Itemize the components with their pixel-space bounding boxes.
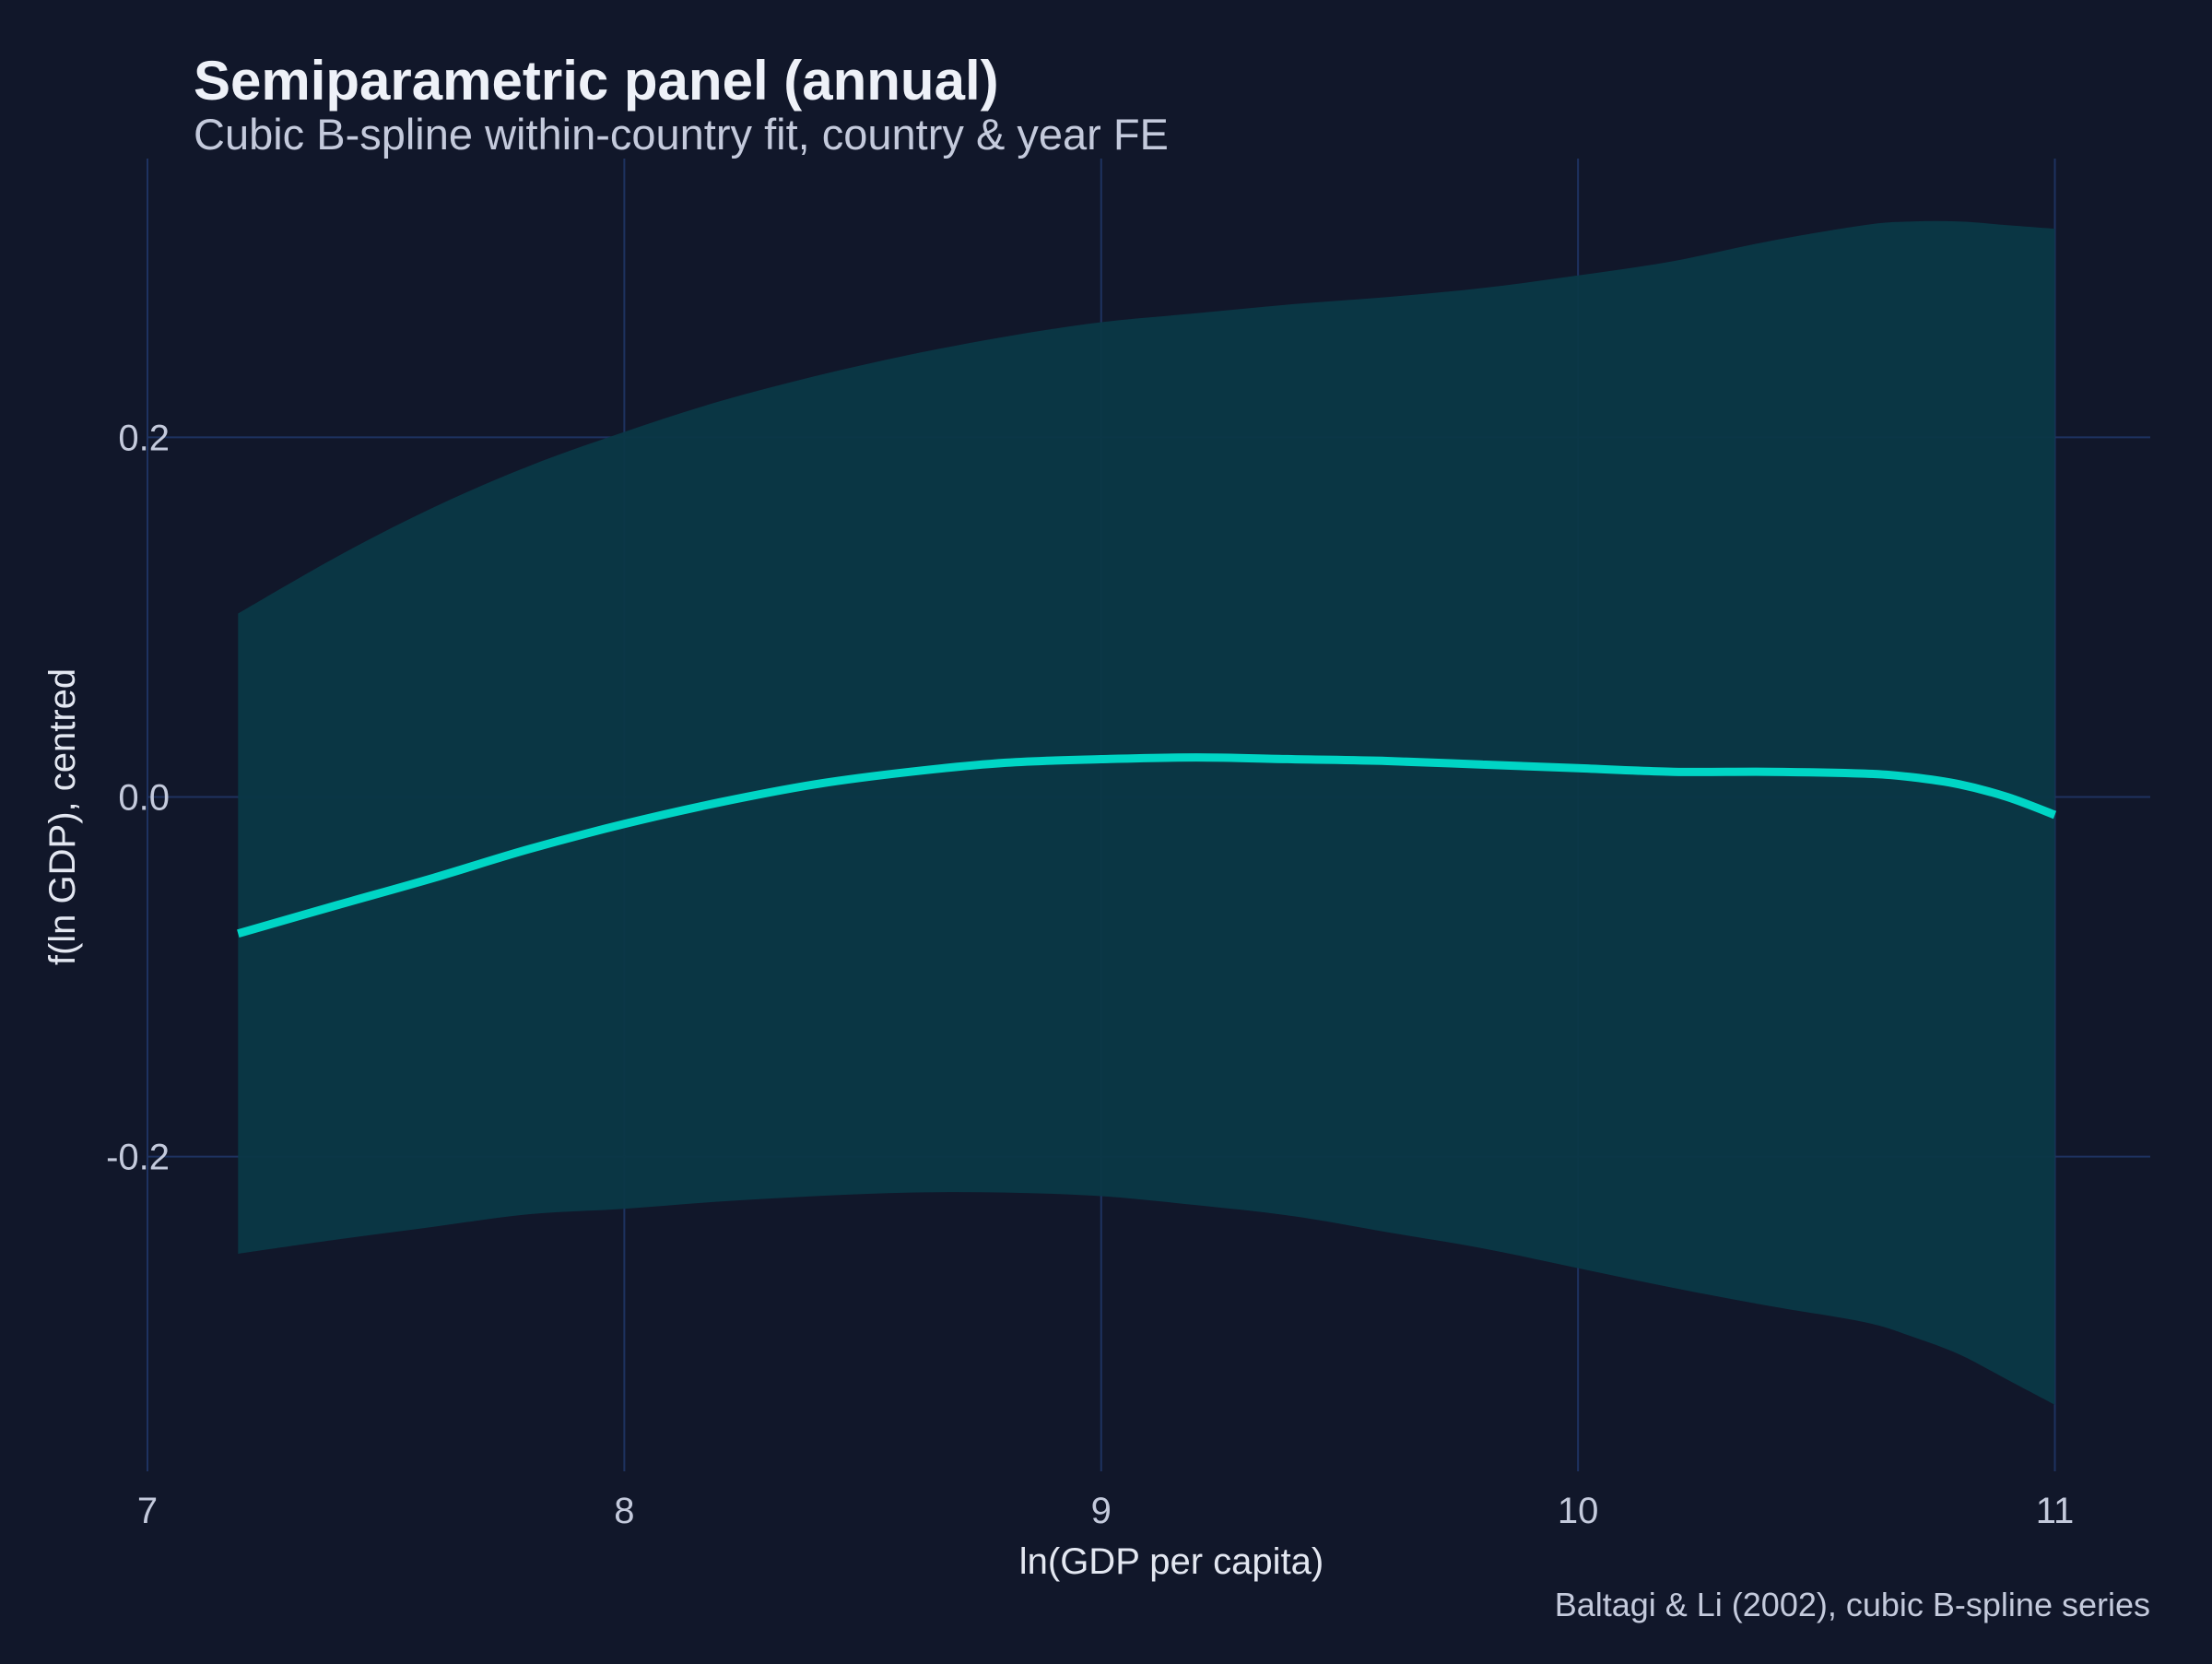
confidence-band [238,220,2055,1405]
y-tick-label-1: 0.0 [118,777,170,818]
y-tick-label-2: 0.2 [118,418,170,458]
fit-line-layer [237,753,2057,938]
x-axis-title: ln(GDP per capita) [1019,1541,1324,1582]
x-tick-label-2: 9 [1091,1491,1112,1531]
chart-subtitle: Cubic B-spline within-country fit, count… [194,110,1169,159]
x-tick-label-4: 11 [2036,1491,2075,1531]
chart-title: Semiparametric panel (annual) [194,50,999,112]
confidence-band-layer [238,220,2055,1405]
x-tick-label-1: 8 [614,1491,634,1531]
y-tick-label-0: -0.2 [106,1138,170,1178]
y-axis-title: f(ln GDP), centred [42,668,83,965]
x-tick-labels: 7 8 9 10 11 [137,1491,2074,1531]
x-tick-label-3: 10 [1558,1491,1599,1531]
x-tick-label-0: 7 [137,1491,158,1531]
chart-caption: Baltagi & Li (2002), cubic B-spline seri… [1555,1586,2150,1623]
y-tick-labels: -0.2 0.0 0.2 [106,418,170,1177]
fit-line [237,753,2057,938]
